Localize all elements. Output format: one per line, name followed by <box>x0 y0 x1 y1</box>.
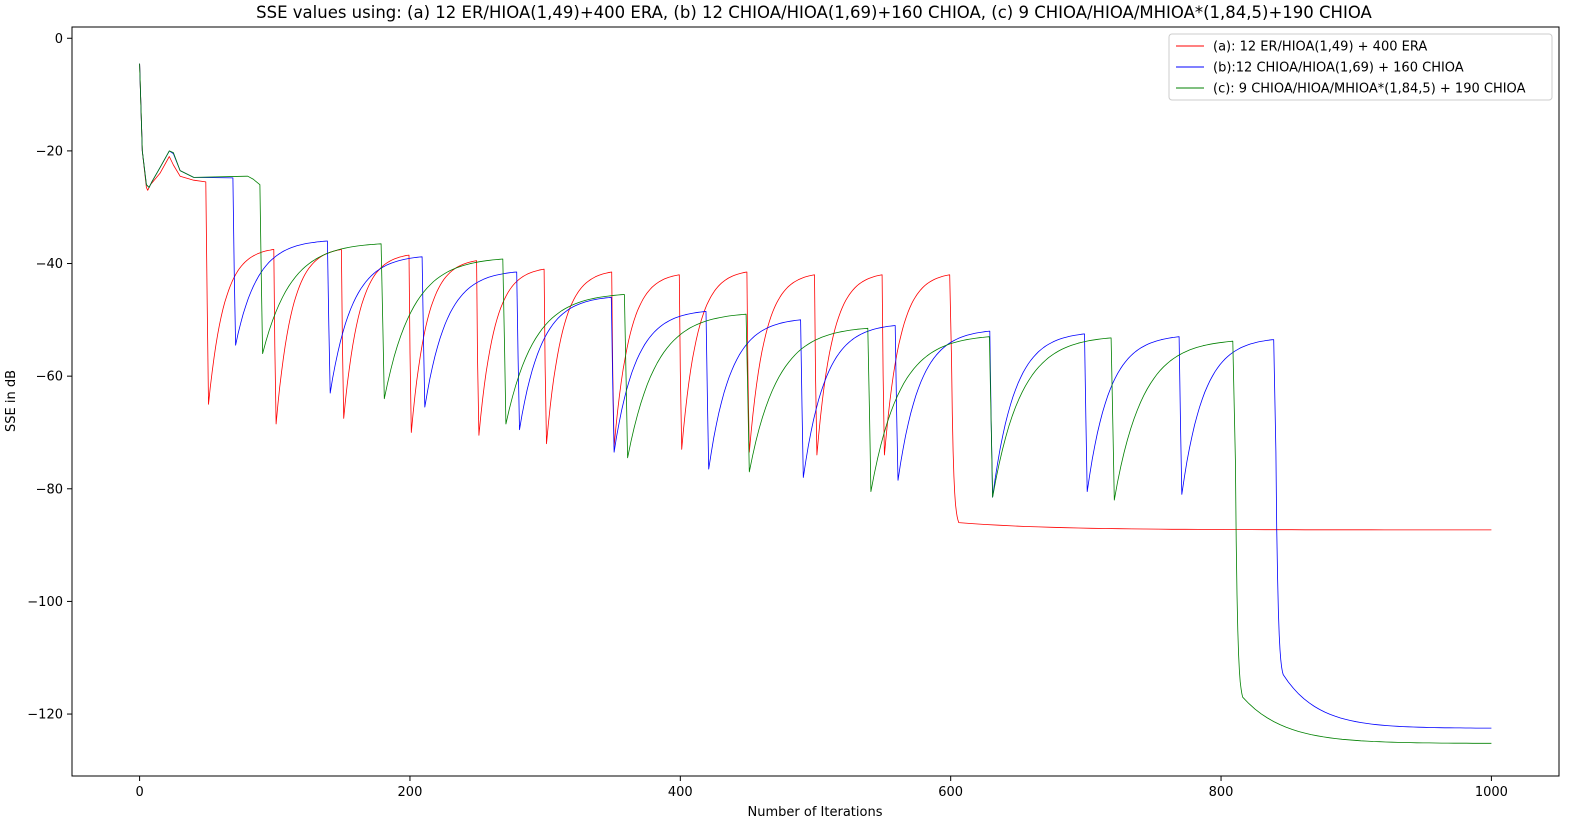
x-tick-label: 800 <box>1209 785 1234 800</box>
x-tick-label: 0 <box>135 785 143 800</box>
series-lines <box>139 63 1492 744</box>
series-line-b <box>139 63 1492 729</box>
series-line-c <box>139 63 1492 744</box>
x-axis-label: Number of Iterations <box>748 805 883 820</box>
legend: (a): 12 ER/HIOA(1,49) + 400 ERA (b):12 CH… <box>1168 33 1553 101</box>
y-tick-label: −60 <box>36 370 63 385</box>
legend-label: (a): 12 ER/HIOA(1,49) + 400 ERA <box>1213 40 1427 55</box>
x-axis: 0 200 400 600 800 1000 <box>135 776 1508 800</box>
y-axis-label: SSE in dB <box>4 370 19 432</box>
y-tick-label: −120 <box>27 708 63 723</box>
x-tick-label: 400 <box>668 785 693 800</box>
x-tick-label: 1000 <box>1475 785 1508 800</box>
y-tick-label: −40 <box>36 257 63 272</box>
y-tick-label: −80 <box>36 482 63 497</box>
series-line-a <box>139 63 1492 531</box>
x-tick-label: 600 <box>938 785 963 800</box>
y-tick-label: −20 <box>36 144 63 159</box>
chart-title: SSE values using: (a) 12 ER/HIOA(1,49)+4… <box>256 3 1372 22</box>
legend-label: (b):12 CHIOA/HIOA(1,69) + 160 CHIOA <box>1213 61 1464 76</box>
legend-label: (c): 9 CHIOA/HIOA/MHIOA*(1,84,5) + 190 C… <box>1213 82 1526 97</box>
x-tick-label: 200 <box>398 785 423 800</box>
y-tick-label: −100 <box>27 595 63 610</box>
y-axis: 0 −20 −40 −60 −80 −100 −120 <box>27 32 72 723</box>
plot-area <box>71 26 1560 777</box>
y-tick-label: 0 <box>55 32 63 47</box>
legend-box <box>1168 33 1553 101</box>
plot-frame <box>71 26 1560 777</box>
